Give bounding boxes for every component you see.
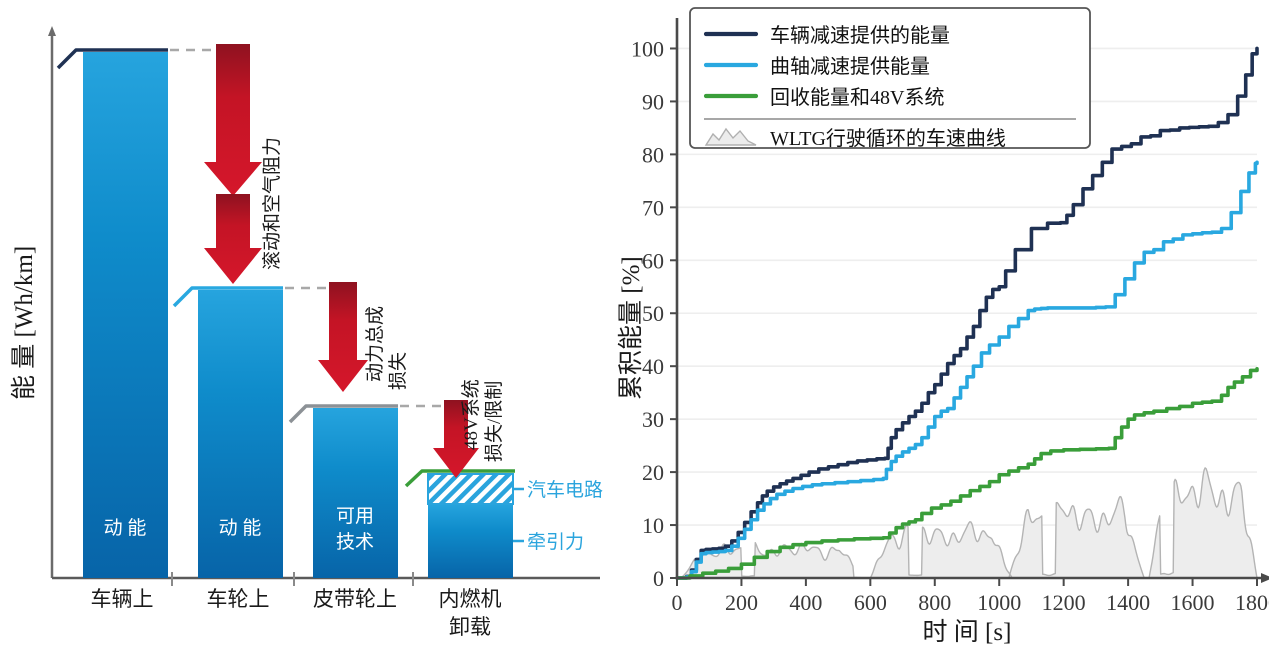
x-tick-label-1200: 1200 — [1042, 590, 1086, 615]
arrow-48v-loss — [433, 400, 479, 478]
series-line-crank-decel — [675, 160, 1259, 580]
y-tick-label-10: 10 — [642, 513, 664, 538]
bar-pulley-inner-label: 可用 — [336, 506, 374, 527]
y-tick-label-50: 50 — [642, 301, 664, 326]
x-axis-arrow — [1261, 573, 1269, 583]
x-tick-label-800: 800 — [918, 590, 951, 615]
bar-engine-electrics — [427, 473, 514, 505]
category-label-engine-2: 卸载 — [449, 615, 491, 639]
arrow-rolling-air-drag-label: 滚动和空气阻力 — [261, 137, 283, 270]
x-tick-label-600: 600 — [854, 590, 887, 615]
x-tick-label-200: 200 — [725, 590, 758, 615]
arrow-rolling-air-drag — [204, 44, 262, 284]
y-tick-label-60: 60 — [642, 248, 664, 273]
cumulative-energy-chart: 0 10 20 30 40 50 60 70 80 90 100 0 200 400 600 800 1000 1… — [615, 0, 1269, 650]
right-y-axis-label: 累积能量 [%] — [617, 256, 645, 400]
legend-box — [689, 7, 1091, 149]
arrow-powertrain-loss-label-1: 动力总成 — [364, 306, 386, 382]
x-tick-label-1000: 1000 — [977, 590, 1021, 615]
y-tick-label-100: 100 — [631, 36, 664, 61]
x-tick-label-1600: 1600 — [1171, 590, 1215, 615]
bar-pulley-inner-label-2: 技术 — [336, 531, 374, 553]
arrow-48v-loss-label-1: 48V系统 — [460, 379, 482, 450]
category-label-wheel: 车轮上 — [207, 587, 270, 611]
category-separators — [171, 572, 414, 586]
legend-label-wltg-speed-profile: WLTG行驶循环的车速曲线 — [770, 127, 1006, 150]
y-tick-label-40: 40 — [642, 354, 664, 379]
legend-swatch-wltg-speed-profile — [704, 127, 757, 146]
arrow-powertrain-loss-label-2: 损失 — [387, 352, 409, 390]
legend-label-recovered-48v: 回收能量和48V系统 — [770, 86, 944, 109]
y-tick-label-30: 30 — [642, 407, 664, 432]
y-tick-label-0: 0 — [653, 566, 664, 591]
arrow-powertrain-loss — [318, 282, 368, 392]
y-tick-label-20: 20 — [642, 460, 664, 485]
series-line-recovered-48v — [675, 367, 1259, 580]
left-y-axis-label: 能 量 [Wh/km] — [10, 246, 38, 400]
x-tick-label-1800: 1800 — [1235, 590, 1269, 615]
legend-label-crank-decel-energy: 曲轴减速提供能量 — [770, 55, 930, 78]
x-tick-label-400: 400 — [789, 590, 822, 615]
bar-wheel[interactable]: 动 能 — [172, 286, 352, 578]
y-tick-label-70: 70 — [642, 195, 664, 220]
wltg-speed-profile-area — [676, 467, 1258, 579]
category-label-engine: 内燃机 — [439, 587, 502, 611]
bar-vehicle-inner-label: 动 能 — [104, 517, 147, 539]
category-label-pulley: 皮带轮上 — [313, 587, 397, 611]
y-tick-label-80: 80 — [642, 142, 664, 167]
category-label-vehicle: 车辆上 — [91, 587, 154, 611]
segment-label-vehicle-electrics: 汽车电路 — [527, 479, 603, 501]
energy-waterfall-chart: 能 量 [Wh/km] 动 能 动 能 可用 技术 — [0, 0, 615, 650]
x-tick-label-0: 0 — [672, 590, 683, 615]
y-tick-label-90: 90 — [642, 89, 664, 114]
segment-leader-lines — [513, 487, 524, 543]
bar-engine-traction — [428, 504, 513, 578]
x-tick-label-1400: 1400 — [1106, 590, 1150, 615]
left-chart-svg: 能 量 [Wh/km] 动 能 动 能 可用 技术 — [10, 26, 603, 639]
left-y-axis — [48, 26, 56, 578]
bar-vehicle[interactable]: 动 能 — [56, 48, 245, 578]
arrow-48v-loss-label-2: 损失/限制 — [483, 381, 505, 462]
bar-engine[interactable] — [404, 469, 515, 578]
bar-wheel-inner-label: 动 能 — [219, 517, 262, 539]
legend-label-vehicle-decel-energy: 车辆减速提供的能量 — [770, 24, 950, 47]
right-x-axis-label: 时 间 [s] — [923, 618, 1012, 646]
segment-label-traction: 牵引力 — [527, 531, 584, 553]
bar-pulley[interactable]: 可用 技术 — [288, 404, 460, 578]
